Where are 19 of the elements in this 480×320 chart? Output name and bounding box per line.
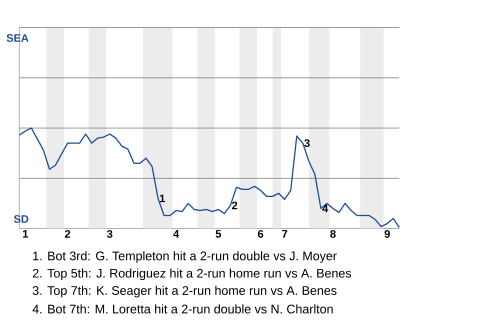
annotation: 1 [160, 194, 166, 202]
x-tick-label: 2 [64, 230, 70, 238]
annotation: 4 [322, 204, 328, 212]
x-tick-label: 8 [330, 230, 336, 238]
text: 2. Top 5th: J. Rodriguez hit a 2-run home run vs A. Benes [32, 268, 352, 280]
annotation: 2 [232, 202, 238, 210]
text: 4. Bot 7th: M. Loretta hit a 2-run double vs N. Charlton [32, 304, 333, 314]
x-tick-label: 7 [282, 230, 288, 238]
text: 3. Top 7th: K. Seager hit a 2-run home run vs A. Benes [32, 286, 337, 298]
x-tick-label: 4 [173, 230, 180, 238]
text: SEA [6, 34, 29, 42]
annotation: SD [14, 215, 28, 223]
x-tick-label: 9 [384, 230, 390, 238]
text: 1. Bot 3rd: G. Templeton hit a 2-run double vs J. Moyer [33, 251, 337, 263]
x-tick-label: 1 [22, 230, 28, 238]
x-tick-label: 5 [216, 230, 222, 238]
x-tick-label: 6 [258, 230, 264, 238]
x-tick-label: 3 [106, 230, 112, 238]
annotation: 3 [304, 139, 310, 148]
